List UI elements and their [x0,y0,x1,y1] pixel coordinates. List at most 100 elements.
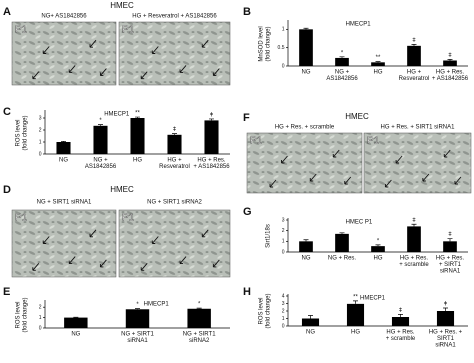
x-tick-label: siRNA2 [189,338,210,344]
error-bar [303,27,309,30]
bar [187,308,211,328]
y-tick-label: 2 [39,127,42,133]
y-axis-label: (fold change) [23,297,29,332]
arrow [443,149,451,158]
y-tick-label: 4 [282,293,285,299]
x-tick-label: Resveratrol [159,164,190,170]
significance-marker: ** [376,55,381,61]
arrow [42,236,50,244]
chart-subtitle: HMECP1 [360,296,386,302]
x-tick-label: HG + Res. [386,330,415,336]
arrow [332,149,340,158]
x-tick-label: NG [302,70,311,76]
y-tick-label: 1 [39,315,42,321]
arrow [89,39,97,48]
x-tick-label: HG + Res. [400,256,429,262]
arrow [68,256,76,265]
bar [335,57,349,66]
bar [301,318,320,326]
bar [407,226,421,252]
significance-marker: ǂ [412,38,416,44]
error-bar [135,308,140,310]
significance-marker: ** [135,111,140,117]
significance-marker: ǂ [448,53,452,59]
error-bar [339,232,345,234]
y-tick-label: 0 [39,325,42,331]
x-tick-label: NG + Res. [328,256,357,262]
stage-label: P1 [15,213,28,224]
error-bar [353,300,358,304]
bar [299,241,313,252]
y-axis-label: (fold change) [23,115,29,150]
panel-letter: C [3,106,11,118]
x-tick-label: siRNA1 [440,269,461,275]
bar [436,311,455,326]
arrow [212,259,220,268]
significance-marker: ǂ [412,218,416,224]
panel-letter: D [3,184,11,196]
bar [130,118,145,154]
y-tick-label: 0 [282,323,285,329]
x-tick-label: siRNA1 [127,338,148,344]
bar [407,45,421,66]
arrow [32,263,40,271]
error-bar [98,124,103,126]
panel-letter: E [3,286,10,298]
y-tick-label: 0 [39,151,42,157]
x-tick-label: HG + [407,70,422,76]
bar [443,241,457,252]
image-label: NG + SIRT1 siRNA2 [147,200,202,206]
x-tick-label: Resveratrol [399,76,430,82]
bar [167,134,182,154]
bar [56,142,71,154]
x-tick-label: SIRT1 [437,336,455,342]
error-bar [172,133,177,135]
y-axis-label: ROS level [16,119,22,146]
arrow [42,46,50,54]
error-bar [308,315,313,319]
panel-title: HMEC [110,185,134,194]
y-tick-label: 0.5 [278,45,285,51]
x-tick-label: HG + Res. [436,256,465,262]
panel-letter: B [243,6,251,18]
arrow [89,229,97,238]
significance-marker: * [198,302,201,308]
micrograph [118,209,231,278]
x-tick-label: AS1842856 [326,76,358,82]
x-tick-label: siRNA1 [435,343,456,349]
y-tick-label: 1 [282,316,285,322]
arrow [151,236,159,244]
significance-marker: * [341,50,344,56]
error-bar [375,61,381,63]
stage-label: P1 [15,25,28,36]
image-label: HG + Res. + scramble [275,125,335,131]
arrow [140,263,148,271]
y-tick-label: 3 [282,217,285,223]
arrow [32,71,40,80]
x-tick-label: HG [133,158,142,164]
arrow [140,71,148,80]
error-bar [196,307,202,309]
stage-label: P1 [250,136,263,147]
bar [125,309,150,328]
x-tick-label: HG + Res. + [429,330,463,336]
chart-subtitle: HMECP1 [144,302,170,308]
micrograph [118,21,231,86]
x-tick-label: HG + [167,158,182,164]
arrow [179,256,187,265]
arrow [309,173,317,182]
error-bar [135,116,140,118]
arrow [422,173,430,182]
significance-marker: * [99,118,102,124]
panel-letter: H [243,286,251,298]
error-bar [61,141,66,142]
stage-label: P1 [122,25,135,36]
error-bar [209,118,214,121]
y-axis-label: MnSOD level [259,26,265,61]
micrograph [363,132,472,194]
chart-subtitle: HMECP1 [104,112,130,118]
x-tick-label: NG [306,330,315,336]
error-bar [447,59,453,61]
y-axis-label: ROS level [259,297,265,324]
bar [346,303,365,326]
